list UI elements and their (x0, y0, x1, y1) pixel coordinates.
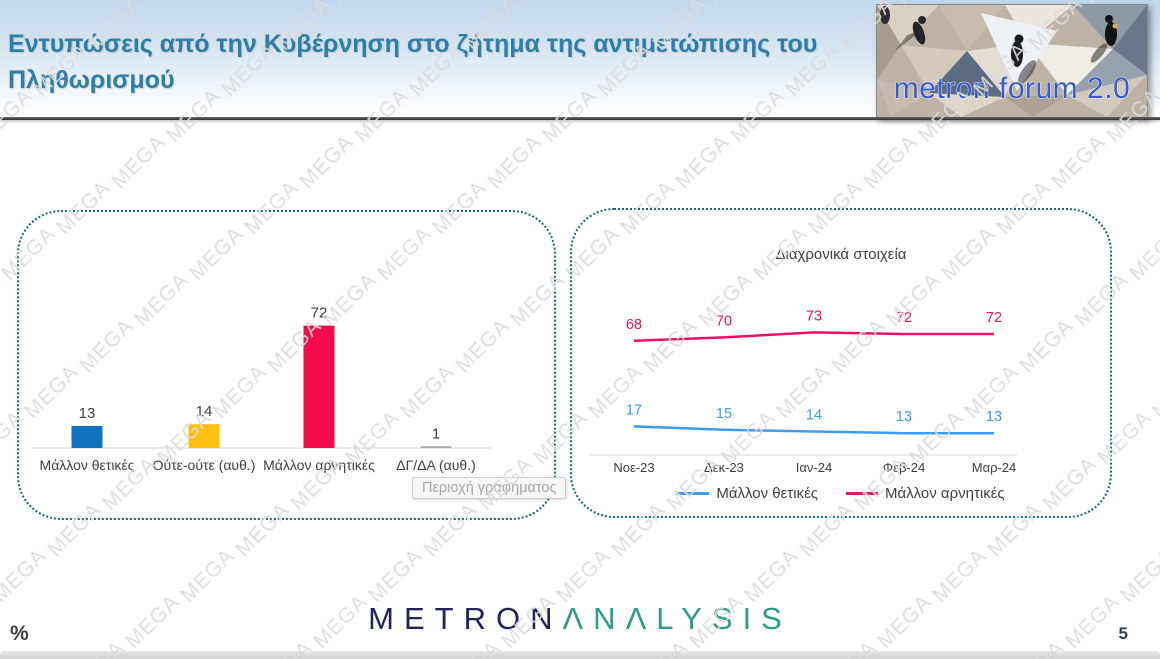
x-tick-label: Φεβ-24 (883, 460, 925, 475)
bar-value-label: 13 (79, 405, 96, 422)
mega-watermark: MEGA (1148, 360, 1160, 424)
point-value-label: 13 (896, 409, 912, 425)
page-number: 5 (1118, 624, 1128, 643)
line-chart-title: Διαχρονικά στοιχεία (775, 246, 907, 263)
legend-item: Μάλλον θετικές (677, 485, 818, 502)
chart-area-tooltip: Περιοχή γραφήματος (412, 477, 567, 499)
mega-watermark: MEGA (1125, 222, 1160, 286)
people-silhouettes-icon (880, 6, 1118, 84)
line-chart-svg[interactable]: Νοε-23 Δεκ-23 Ιαν-24 Φεβ-24 Μαρ-24 17 15 14 13 13… (572, 210, 1110, 516)
mega-watermark: MEGA (0, 268, 5, 332)
legend-line-swatch-icon (677, 492, 710, 495)
mega-watermark: MEGA (1061, 590, 1124, 654)
mega-watermark: MEGA (121, 590, 184, 654)
metron-analysis-logo: METRONΛNΛLYSIS (368, 601, 792, 637)
bar-category-label: Ούτε-ούτε (αυθ.) (153, 457, 256, 473)
series-line[interactable] (633, 425, 994, 435)
series-line[interactable] (633, 331, 994, 343)
bottom-strip (0, 651, 1160, 659)
mega-watermark: MEGA (873, 590, 936, 654)
bar[interactable] (188, 424, 220, 448)
mega-watermark: MEGA (552, 544, 615, 608)
bar-category-label: ΔΓ/ΔΑ (αυθ.) (396, 457, 476, 473)
line-chart-legend: Μάλλον θετικές Μάλλον αρνητικές (572, 485, 1110, 502)
bar-category-label: Μάλλον θετικές (40, 457, 135, 473)
bar-value-label: 1 (432, 425, 440, 442)
x-tick-label: Δεκ-23 (704, 460, 744, 475)
bar[interactable] (420, 446, 452, 448)
mega-watermark: MEGA (176, 544, 239, 608)
mega-watermark: MEGA (671, 130, 734, 194)
mega-watermark: MEGA (107, 130, 170, 194)
legend-item: Μάλλον αρνητικές (845, 485, 1005, 502)
point-value-label: 68 (626, 317, 642, 333)
mega-watermark: MEGA (859, 130, 922, 194)
point-value-label: 72 (896, 310, 912, 326)
mega-watermark: MEGA (309, 590, 372, 654)
mega-watermark: MEGA (364, 544, 427, 608)
x-tick-label: Νοε-23 (613, 460, 654, 475)
metron-forum-logo: metron forum 2.0 (876, 4, 1148, 118)
bar-chart-svg[interactable]: 13 Μάλλον θετικές 14 Ούτε-ούτε (αυθ.) 72 Μάλλ… (19, 212, 554, 518)
header: Εντυπώσεις από την Κυβέρνηση στο ζήτημα … (0, 0, 1160, 118)
brand-primary-text: METRON (368, 601, 563, 636)
point-value-label: 13 (986, 409, 1002, 425)
point-value-label: 17 (626, 402, 642, 418)
point-value-label: 73 (806, 308, 822, 324)
mega-watermark: MEGA (928, 544, 991, 608)
bar-value-label: 14 (196, 403, 213, 420)
line-chart-panel[interactable]: Διαχρονικά στοιχεία Νοε-23 Δεκ-23 Ιαν-24 Φε… (570, 208, 1112, 518)
brand-secondary-text: ΛNΛLYSIS (562, 601, 792, 636)
x-tick-label: Ιαν-24 (796, 460, 832, 475)
bar-value-label: 72 (311, 305, 328, 322)
legend-label: Μάλλον θετικές (716, 485, 818, 502)
point-value-label: 70 (716, 313, 732, 329)
point-value-label: 15 (716, 406, 732, 422)
bar[interactable] (71, 425, 103, 448)
bar[interactable] (303, 325, 335, 448)
bar-chart-panel[interactable]: 13 Μάλλον θετικές 14 Ούτε-ούτε (αυθ.) 72 Μάλλ… (17, 210, 556, 520)
mega-watermark: MEGA (295, 130, 358, 194)
mega-watermark: MEGA (1116, 544, 1160, 608)
mega-watermark: MEGA (1047, 130, 1110, 194)
bar-category-label: Μάλλον αρνητικές (263, 457, 375, 473)
x-tick-label: Μαρ-24 (972, 460, 1017, 475)
forum-logo-mosaic: metron forum 2.0 (877, 5, 1147, 117)
page-title: Εντυπώσεις από την Κυβέρνηση στο ζήτημα … (8, 30, 818, 94)
legend-line-swatch-icon (845, 492, 878, 495)
mega-watermark: MEGA (0, 544, 51, 608)
mega-watermark: MEGA (483, 130, 546, 194)
point-value-label: 72 (986, 310, 1002, 326)
legend-label: Μάλλον αρνητικές (884, 485, 1005, 502)
header-divider (0, 117, 1160, 120)
forum-logo-text: metron forum 2.0 (894, 72, 1130, 105)
mega-watermark: MEGA (740, 544, 803, 608)
percent-label: % (10, 622, 29, 645)
point-value-label: 14 (806, 408, 822, 424)
